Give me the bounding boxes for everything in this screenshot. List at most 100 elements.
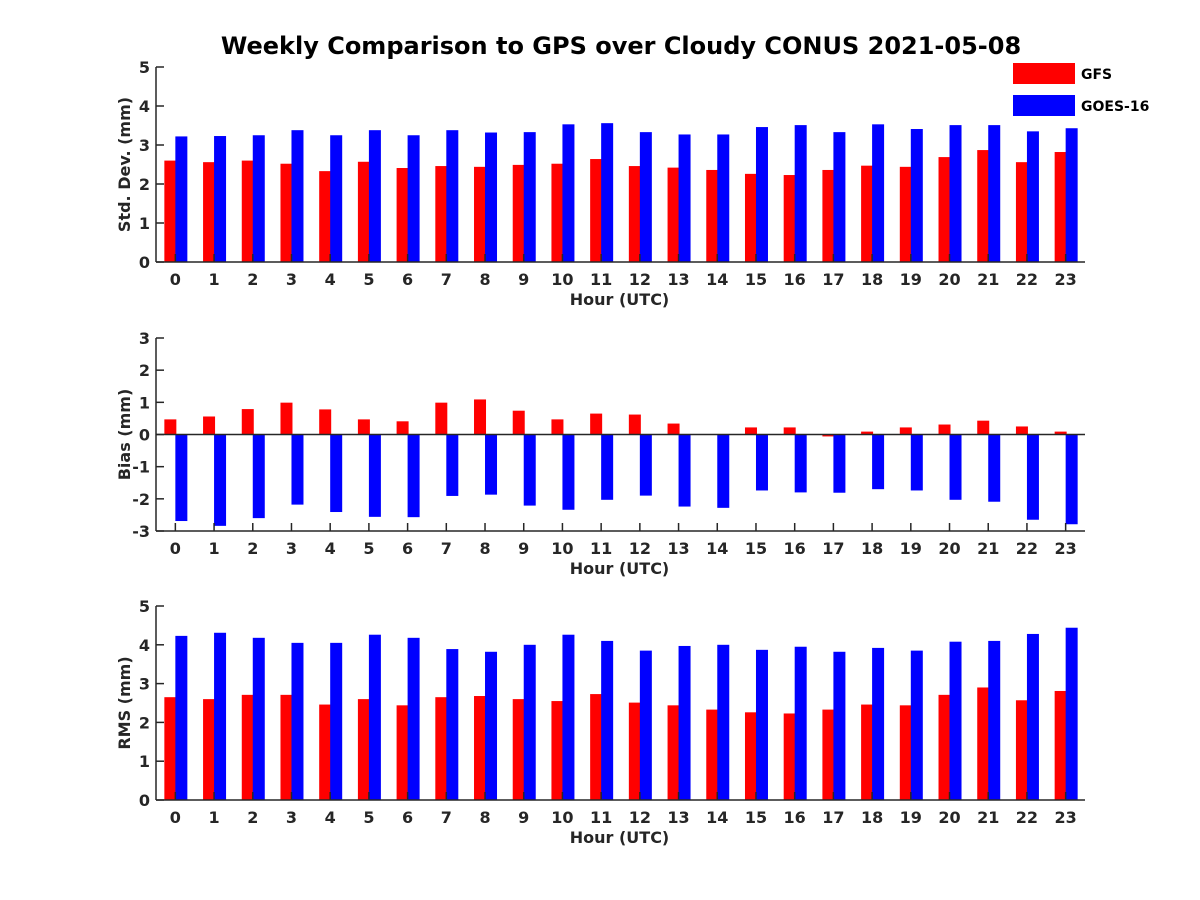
legend-label: GOES-16 <box>1081 99 1149 115</box>
bar-goes-16-6 <box>407 637 420 800</box>
bar-gfs-13 <box>667 423 680 435</box>
x-tick-label: 8 <box>479 539 490 558</box>
bar-goes-16-5 <box>368 130 381 262</box>
bar-gfs-11 <box>590 159 603 262</box>
x-tick-label: 23 <box>1055 808 1077 827</box>
x-tick-label: 16 <box>784 539 806 558</box>
bar-goes-16-19 <box>910 434 923 491</box>
x-tick-label: 17 <box>822 808 844 827</box>
x-tick-label: 23 <box>1055 539 1077 558</box>
x-tick-label: 7 <box>441 539 452 558</box>
x-tick-label: 6 <box>402 539 413 558</box>
x-tick-label: 21 <box>977 808 999 827</box>
bar-gfs-15 <box>744 712 757 800</box>
bar-gfs-4 <box>319 704 332 800</box>
bar-gfs-10 <box>551 701 564 800</box>
bar-gfs-7 <box>435 402 448 435</box>
bar-gfs-9 <box>512 699 525 800</box>
bar-gfs-2 <box>241 409 254 435</box>
bar-gfs-19 <box>899 427 912 435</box>
bar-gfs-5 <box>357 419 370 435</box>
bar-gfs-21 <box>977 420 990 435</box>
bar-goes-16-19 <box>910 129 923 262</box>
bar-goes-16-7 <box>446 130 459 262</box>
bar-goes-16-1 <box>214 434 227 526</box>
y-tick-label: -3 <box>132 522 150 541</box>
y-axis-label: Std. Dev. (mm) <box>115 97 134 232</box>
bar-goes-16-0 <box>175 635 188 800</box>
bar-gfs-7 <box>435 697 448 800</box>
x-tick-label: 20 <box>938 270 960 289</box>
x-tick-label: 9 <box>518 539 529 558</box>
x-tick-label: 1 <box>208 808 219 827</box>
x-tick-label: 18 <box>861 270 883 289</box>
bar-goes-16-20 <box>949 434 962 500</box>
x-tick-label: 14 <box>706 808 728 827</box>
bar-goes-16-17 <box>833 434 846 493</box>
bar-goes-16-20 <box>949 641 962 800</box>
x-tick-label: 5 <box>363 539 374 558</box>
x-tick-label: 15 <box>745 270 767 289</box>
bar-goes-16-3 <box>291 434 304 505</box>
bar-gfs-22 <box>1015 700 1028 800</box>
chart-title: Weekly Comparison to GPS over Cloudy CON… <box>221 32 1021 60</box>
x-axis-label: Hour (UTC) <box>570 828 670 847</box>
bar-goes-16-22 <box>1026 434 1039 520</box>
bar-goes-16-4 <box>330 135 343 262</box>
x-tick-label: 20 <box>938 539 960 558</box>
x-tick-label: 13 <box>667 539 689 558</box>
x-tick-label: 8 <box>479 270 490 289</box>
x-tick-label: 3 <box>286 539 297 558</box>
bar-goes-16-10 <box>562 634 575 800</box>
bar-goes-16-13 <box>678 645 691 800</box>
legend-swatch <box>1013 95 1075 116</box>
bar-gfs-21 <box>977 687 990 800</box>
x-tick-label: 19 <box>900 270 922 289</box>
x-tick-label: 4 <box>325 808 336 827</box>
bar-goes-16-21 <box>988 434 1001 502</box>
bar-goes-16-14 <box>717 644 730 800</box>
bar-gfs-20 <box>938 424 951 435</box>
bar-goes-16-0 <box>175 434 188 522</box>
x-tick-label: 15 <box>745 539 767 558</box>
y-tick-label: 1 <box>139 214 150 233</box>
bar-gfs-21 <box>977 150 990 262</box>
x-tick-label: 11 <box>590 808 612 827</box>
bar-gfs-20 <box>938 157 951 262</box>
bar-goes-16-1 <box>214 136 227 262</box>
bar-gfs-6 <box>396 705 409 800</box>
bar-gfs-18 <box>861 704 874 800</box>
y-tick-label: 0 <box>139 791 150 810</box>
bar-goes-16-6 <box>407 135 420 262</box>
x-axis-label: Hour (UTC) <box>570 559 670 578</box>
bar-gfs-16 <box>783 175 796 262</box>
bar-goes-16-4 <box>330 642 343 800</box>
bar-goes-16-18 <box>872 434 885 490</box>
bar-gfs-11 <box>590 413 603 435</box>
y-axis-label: RMS (mm) <box>115 656 134 749</box>
bar-gfs-13 <box>667 705 680 800</box>
bar-goes-16-16 <box>794 646 807 800</box>
bar-goes-16-15 <box>755 434 768 491</box>
bar-goes-16-23 <box>1065 627 1078 800</box>
bar-gfs-3 <box>280 694 293 800</box>
bar-gfs-0 <box>164 697 177 800</box>
bar-gfs-2 <box>241 160 254 262</box>
bar-goes-16-15 <box>755 127 768 262</box>
bar-goes-16-20 <box>949 125 962 262</box>
x-tick-label: 14 <box>706 539 728 558</box>
bar-goes-16-12 <box>639 650 652 800</box>
bar-goes-16-19 <box>910 650 923 800</box>
bar-goes-16-23 <box>1065 434 1078 525</box>
x-tick-label: 5 <box>363 270 374 289</box>
legend-item-goes-16: GOES-16 <box>1013 95 1149 116</box>
bar-gfs-12 <box>628 166 641 262</box>
bar-gfs-12 <box>628 414 641 435</box>
y-tick-label: 2 <box>139 175 150 194</box>
x-tick-label: 20 <box>938 808 960 827</box>
x-tick-label: 1 <box>208 539 219 558</box>
bar-gfs-17 <box>822 434 835 437</box>
bar-goes-16-3 <box>291 642 304 800</box>
x-tick-label: 2 <box>247 808 258 827</box>
